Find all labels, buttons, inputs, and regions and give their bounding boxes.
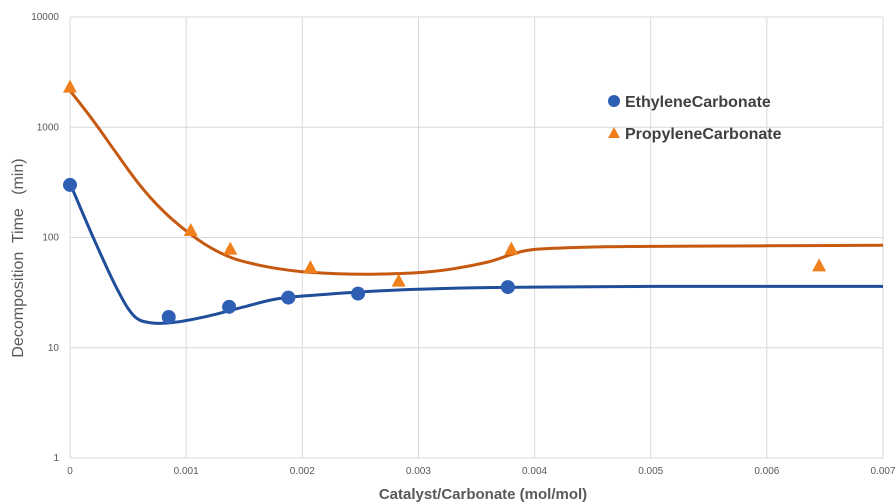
y-axis-title: Decomposition Time (min) [10,158,27,357]
data-point-ethylene [63,177,77,192]
legend-marker-propylene [608,127,620,138]
data-point-propylene [223,241,238,255]
x-tick-label: 0 [67,466,73,477]
data-point-propylene [504,241,519,255]
data-point-propylene [183,223,198,237]
gridlines [69,16,884,459]
data-point-ethylene [222,299,237,314]
y-tick-label: 1 [53,453,59,464]
data-point-ethylene [500,280,515,295]
x-tick-label: 0.002 [290,466,315,477]
legend-item-ethylene: EthyleneCarbonate [608,94,771,111]
y-tick-label: 1000 [37,122,60,133]
trend-lines [68,89,884,326]
data-point-ethylene [281,290,296,305]
x-tick-label: 0.006 [754,466,779,477]
legend-marker-ethylene [608,95,620,107]
x-tick-label: 0.007 [870,466,895,477]
x-axis-title: Catalyst/Carbonate (mol/mol) [379,486,587,503]
legend: EthyleneCarbonate PropyleneCarbonate [608,94,782,143]
data-point-ethylene [351,286,366,301]
legend-label-ethylene: EthyleneCarbonate [625,94,771,111]
x-tick-label: 0.004 [522,466,547,477]
x-tick-label: 0.003 [406,466,431,477]
x-tick-label: 0.001 [174,466,199,477]
x-tick-label: 0.005 [638,466,663,477]
data-point-propylene [391,273,406,287]
legend-label-propylene: PropyleneCarbonate [625,126,782,143]
data-point-propylene [63,79,77,93]
data-point-propylene [812,258,827,272]
trend-line-ethylene [68,182,883,326]
y-tick-label: 10 [48,343,60,354]
data-point-propylene [303,260,318,274]
y-tick-label: 10000 [31,12,59,23]
tick-labels: 0 0.001 0.002 0.003 0.004 0.005 0.006 0.007 1 10 1… [31,12,896,477]
trend-line-propylene [68,89,884,276]
legend-item-propylene: PropyleneCarbonate [608,126,782,143]
data-point-ethylene [161,310,176,325]
y-tick-label: 100 [42,233,59,244]
data-markers [63,79,827,325]
